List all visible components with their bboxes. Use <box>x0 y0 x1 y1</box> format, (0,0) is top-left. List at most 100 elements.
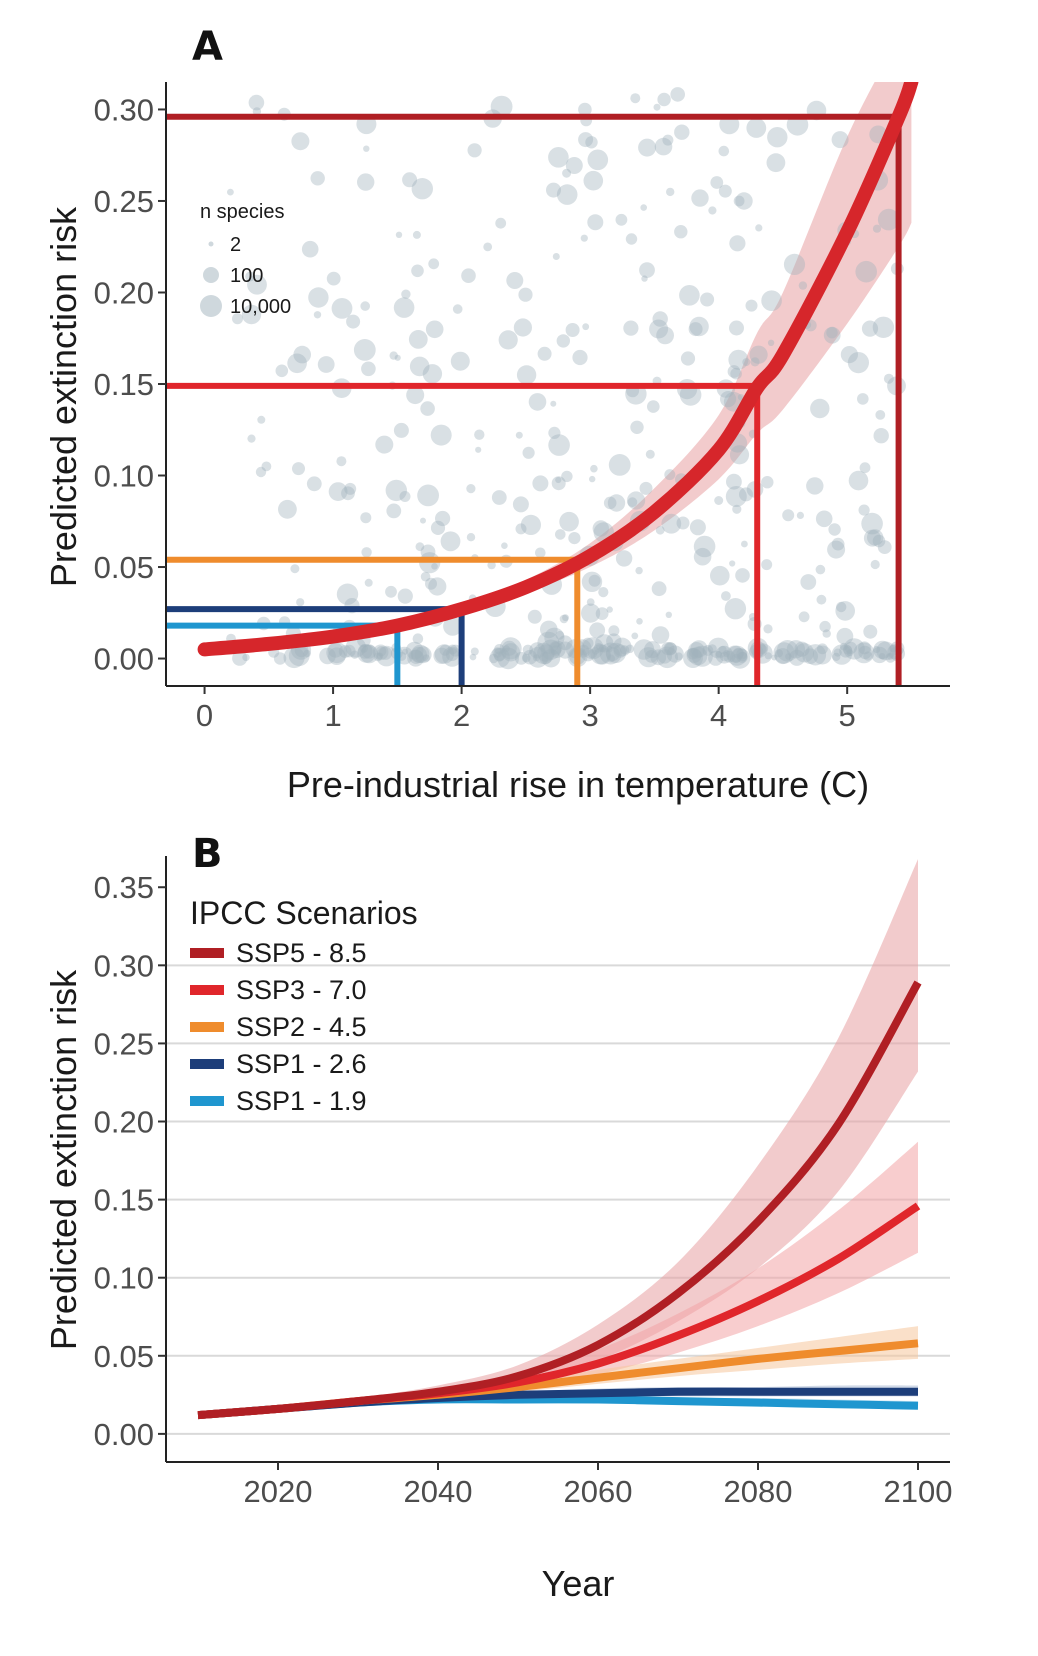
data-point <box>328 642 343 658</box>
x-tick-label: 3 <box>582 698 599 733</box>
data-point <box>738 651 748 662</box>
data-point <box>376 645 397 667</box>
data-point <box>872 224 882 233</box>
panel-b-x-ticks: 2020 2040 2060 2080 2100 <box>244 1462 952 1509</box>
data-point <box>397 588 413 604</box>
data-point <box>431 563 438 570</box>
data-point <box>539 651 552 665</box>
data-point <box>548 640 566 658</box>
data-point <box>828 523 841 536</box>
data-point <box>503 645 510 652</box>
data-point <box>343 644 356 658</box>
data-point <box>568 532 581 545</box>
data-point <box>670 87 685 102</box>
data-point <box>360 644 379 664</box>
data-point <box>363 145 370 152</box>
data-point <box>776 640 799 662</box>
data-point <box>674 225 688 239</box>
data-point <box>420 571 431 582</box>
x-tick-label: 2080 <box>724 1474 793 1509</box>
data-point <box>603 496 617 510</box>
panel-a-reference-lines <box>166 113 902 686</box>
data-point <box>445 648 459 661</box>
legend-b-label: SSP1 - 2.6 <box>236 1049 367 1079</box>
data-point <box>800 574 817 590</box>
data-point <box>494 644 505 655</box>
data-point <box>559 511 579 532</box>
data-point <box>521 653 531 663</box>
data-point <box>651 626 670 644</box>
data-point <box>405 641 424 660</box>
data-point <box>296 598 305 607</box>
panel-a: A 0 1 2 3 4 5 0.00 0.05 0.10 0.15 0.20 0.25 0.30 Pr… <box>43 24 950 805</box>
data-point <box>590 464 598 473</box>
data-point <box>688 646 708 666</box>
legend-b-items: SSP5 - 8.5 SSP3 - 7.0 SSP2 - 4.5 SSP1 - 2.6… <box>190 938 367 1116</box>
data-point <box>550 400 557 407</box>
data-point <box>331 298 353 319</box>
data-point <box>433 647 450 664</box>
data-point <box>674 124 690 140</box>
data-point <box>417 484 439 507</box>
data-point <box>430 520 446 536</box>
data-point <box>483 242 493 252</box>
data-point <box>450 351 470 371</box>
data-point <box>532 475 549 492</box>
data-point <box>732 504 742 514</box>
data-point <box>557 635 573 651</box>
data-point <box>252 107 262 116</box>
data-point <box>693 547 712 566</box>
data-point <box>691 645 713 667</box>
data-point <box>310 171 325 186</box>
x-tick-label: 1 <box>324 698 341 733</box>
data-point <box>812 645 832 665</box>
y-tick-label: 0.00 <box>94 1417 154 1452</box>
data-point <box>556 184 578 205</box>
data-point <box>364 578 373 587</box>
data-point <box>565 323 580 337</box>
data-point <box>372 644 389 661</box>
data-point <box>425 320 444 339</box>
data-point <box>639 481 653 495</box>
data-point <box>887 653 894 660</box>
data-point <box>806 477 824 495</box>
panel-a-y-axis-title: Predicted extinction risk <box>43 206 84 587</box>
data-point <box>515 523 527 535</box>
data-point <box>375 435 394 454</box>
data-point <box>633 639 655 660</box>
data-point <box>746 118 767 138</box>
data-point <box>688 322 703 337</box>
data-point <box>515 431 523 439</box>
data-point <box>548 434 570 456</box>
data-point <box>541 649 561 668</box>
data-point <box>582 323 590 331</box>
data-point <box>581 647 595 662</box>
data-point <box>498 330 518 350</box>
data-point <box>247 434 256 443</box>
data-point <box>831 537 845 551</box>
data-point <box>817 643 828 655</box>
data-point <box>409 356 430 377</box>
data-point <box>736 648 748 660</box>
data-point <box>578 132 594 148</box>
data-point <box>439 644 451 656</box>
data-point <box>589 475 596 483</box>
data-point <box>870 559 880 570</box>
data-point <box>290 564 300 574</box>
legend-b-swatch <box>190 1096 224 1106</box>
data-point <box>739 487 753 502</box>
data-point <box>357 644 376 663</box>
y-tick-label: 0.00 <box>94 642 154 677</box>
data-point <box>690 640 708 658</box>
data-point <box>434 644 455 664</box>
x-tick-label: 2040 <box>404 1474 473 1509</box>
data-point <box>443 616 463 636</box>
y-tick-label: 0.10 <box>94 459 154 494</box>
data-point <box>623 320 639 336</box>
data-point <box>556 334 570 348</box>
data-point <box>414 646 432 664</box>
data-point <box>466 484 476 494</box>
data-point <box>522 649 538 665</box>
series-line <box>197 980 922 1420</box>
data-point <box>636 618 643 625</box>
